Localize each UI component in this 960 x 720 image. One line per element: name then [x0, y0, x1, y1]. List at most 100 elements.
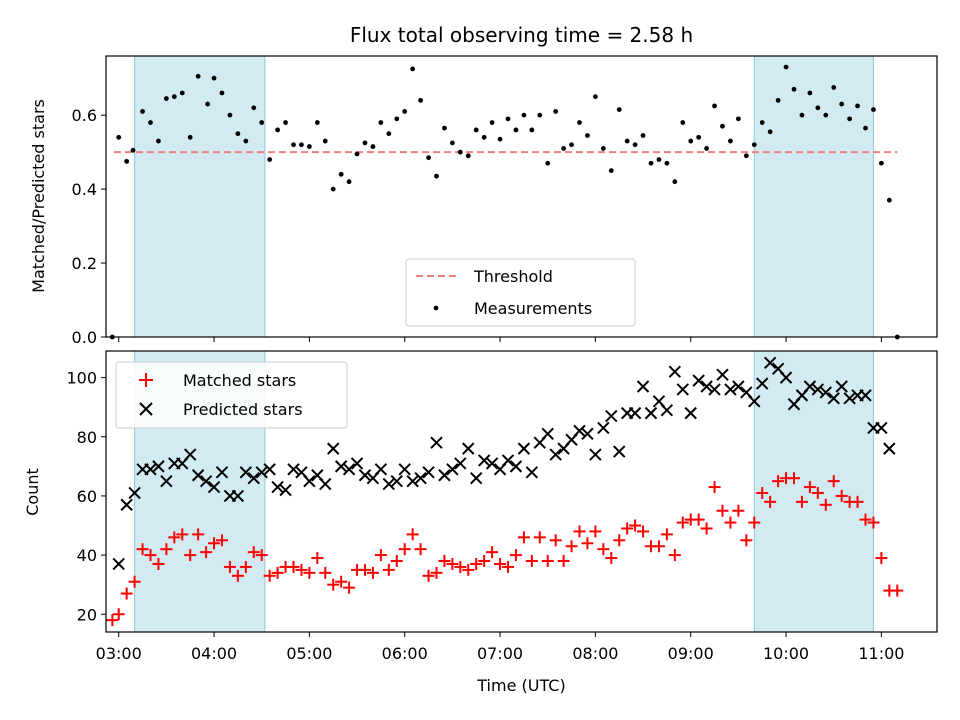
predicted-point-9	[184, 448, 197, 461]
predicted-point-24	[303, 474, 316, 488]
measurement-point-46	[473, 127, 479, 133]
measurement-point-53	[529, 127, 535, 133]
matched-point-53	[525, 555, 538, 568]
predicted-point-43	[454, 457, 467, 470]
predicted-point-92	[843, 392, 856, 405]
predicted-point-71	[676, 383, 689, 396]
predicted-point-81	[756, 377, 769, 390]
matched-point-50	[501, 560, 514, 573]
predicted-point-82	[763, 356, 777, 370]
measurement-point-90	[823, 112, 829, 118]
predicted-point-37	[406, 474, 419, 488]
predicted-point-26	[319, 477, 332, 491]
predicted-point-30	[350, 457, 364, 470]
bottom-y-tick-label-0: 20	[77, 605, 97, 624]
predicted-point-62	[605, 409, 618, 423]
top-panel: 0.0 0.2 0.4 0.6 Flux total observing time =…	[29, 23, 938, 347]
matched-point-24	[295, 563, 308, 576]
matched-point-32	[358, 563, 371, 576]
matched-point-61	[589, 525, 602, 538]
matched-point-29	[335, 575, 348, 588]
measurement-point-86	[791, 86, 797, 92]
top-y-tick-label-1: 0.2	[72, 254, 97, 273]
x-tick-label-1: 04:00	[191, 644, 237, 663]
matched-point-44	[454, 560, 467, 573]
matched-point-38	[406, 528, 419, 541]
matched-point-63	[605, 552, 618, 565]
predicted-point-60	[589, 448, 602, 461]
predicted-point-29	[342, 463, 356, 476]
matched-point-88	[803, 481, 816, 494]
matched-point-39	[414, 543, 427, 556]
predicted-point-75	[708, 383, 721, 396]
predicted-point-39	[422, 466, 435, 479]
bottom-shaded-interval-1	[753, 350, 874, 633]
measurement-point-82	[759, 120, 765, 125]
matched-point-26	[311, 552, 324, 565]
predicted-point-84	[779, 371, 793, 384]
legend-measurements-swatch	[433, 305, 439, 311]
measurement-point-4	[140, 109, 145, 114]
legend-measurements-label: Measurements	[474, 299, 592, 318]
measurement-point-49	[497, 136, 503, 142]
measurement-point-11	[195, 73, 201, 79]
predicted-point-73	[692, 374, 705, 387]
matched-point-51	[509, 549, 522, 562]
bottom-y-tick-label-2: 60	[77, 487, 97, 506]
measurement-point-22	[283, 120, 288, 125]
bottom-matched-points	[106, 472, 904, 627]
bottom-axes-frame	[105, 350, 938, 633]
measurement-point-71	[672, 179, 678, 185]
predicted-point-40	[430, 436, 443, 449]
matched-point-74	[692, 513, 705, 526]
predicted-point-18	[255, 466, 268, 479]
measurement-point-87	[799, 112, 805, 118]
matched-point-76	[708, 481, 721, 494]
measurement-point-26	[314, 120, 320, 125]
predicted-point-59	[581, 427, 594, 441]
predicted-point-10	[191, 469, 205, 482]
matched-point-33	[366, 566, 379, 579]
predicted-point-4	[144, 463, 157, 476]
predicted-point-54	[541, 427, 554, 441]
x-tick-label-7: 10:00	[763, 644, 809, 663]
predicted-point-33	[374, 463, 388, 476]
matched-point-86	[787, 472, 800, 485]
measurement-point-14	[219, 90, 225, 96]
measurement-point-83	[767, 129, 773, 135]
measurement-point-60	[585, 133, 590, 138]
measurement-point-41	[434, 173, 439, 179]
predicted-point-58	[573, 424, 586, 438]
predicted-point-52	[525, 466, 539, 479]
predicted-point-55	[549, 448, 562, 461]
bottom-legend: Matched stars Predicted stars	[115, 361, 348, 429]
matched-point-60	[581, 537, 594, 550]
x-tick-label-2: 05:00	[286, 644, 332, 663]
matched-point-55	[541, 555, 554, 568]
measurement-point-51	[513, 127, 519, 133]
matched-point-57	[557, 555, 570, 568]
measurement-point-7	[163, 96, 169, 101]
measurement-point-55	[545, 160, 551, 166]
matched-point-71	[668, 549, 681, 562]
measurement-point-56	[553, 109, 559, 114]
matched-point-37	[398, 543, 411, 556]
legend-matched-swatch	[139, 373, 153, 387]
predicted-point-47	[485, 457, 499, 470]
measurement-point-79	[735, 116, 741, 122]
matched-point-66	[629, 519, 642, 532]
measurement-point-36	[394, 116, 400, 122]
matched-point-34	[374, 549, 387, 562]
measurement-point-43	[449, 140, 455, 146]
measurement-point-44	[457, 149, 463, 155]
measurement-point-91	[831, 85, 837, 90]
matched-point-21	[271, 566, 284, 579]
matched-point-75	[700, 522, 713, 535]
matched-point-8	[168, 531, 181, 544]
measurement-point-19	[259, 120, 265, 125]
measurement-point-24	[299, 142, 304, 148]
measurement-point-69	[656, 157, 662, 162]
measurement-point-12	[205, 101, 211, 107]
measurement-point-72	[680, 120, 686, 125]
matched-point-54	[533, 531, 546, 544]
